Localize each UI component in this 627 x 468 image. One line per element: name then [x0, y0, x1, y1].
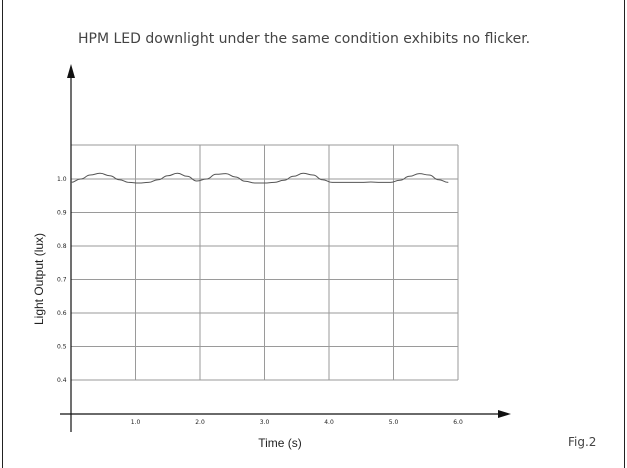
tick-labels: 0.4 0.5 0.6 0.7 0.8 0.9 1.0 1.0 2.0 3.0 4.0 5.0 6.0: [57, 176, 463, 426]
x-tick-label: 1.0: [131, 419, 141, 426]
series: [70, 172, 449, 184]
y-tick-label: 0.4: [57, 377, 67, 384]
y-tick-label: 0.5: [57, 344, 67, 351]
frame-left-edge: [2, 0, 3, 468]
x-tick-label: 3.0: [260, 419, 270, 426]
y-tick-label: 0.7: [57, 277, 67, 284]
y-axis-title: Light Output (lux): [32, 233, 46, 325]
grid: [71, 144, 459, 381]
figure-label: Fig.2: [568, 435, 596, 449]
x-tick-label: 2.0: [195, 419, 205, 426]
x-tick-label: 5.0: [389, 419, 399, 426]
series-line: [70, 172, 449, 184]
x-tick-label: 4.0: [324, 419, 334, 426]
x-axis-title: Time (s): [258, 436, 302, 450]
frame-right-edge: [624, 0, 625, 468]
y-tick-label: 0.6: [57, 310, 67, 317]
axes: [60, 64, 511, 432]
y-tick-label: 0.8: [57, 243, 67, 250]
x-tick-label: 6.0: [453, 419, 463, 426]
y-tick-label: 0.9: [57, 210, 67, 217]
y-tick-label: 1.0: [57, 176, 67, 183]
chart-title: HPM LED downlight under the same conditi…: [78, 31, 530, 47]
y-axis-arrow: [67, 64, 75, 78]
x-axis-arrow: [498, 410, 511, 418]
